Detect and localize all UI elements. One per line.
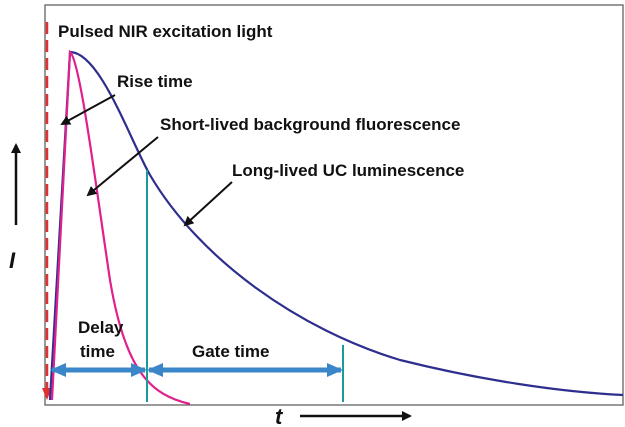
delay-label: time <box>80 342 115 361</box>
y-label: I <box>9 248 16 273</box>
x-label: t <box>275 404 284 427</box>
excitation-label: Pulsed NIR excitation light <box>58 22 273 41</box>
rise-label: Rise time <box>117 72 193 91</box>
rise-pointer <box>60 94 116 125</box>
short-pointer <box>86 136 159 197</box>
frame <box>44 4 624 406</box>
delay-label: Delay <box>78 318 124 337</box>
gate-label: Gate time <box>192 342 269 361</box>
fluorescence-curve <box>50 49 191 406</box>
long-label: Long-lived UC luminescence <box>232 161 464 180</box>
uc-curve <box>48 50 624 401</box>
long-pointer <box>183 181 233 227</box>
short-label: Short-lived background fluorescence <box>160 115 460 134</box>
